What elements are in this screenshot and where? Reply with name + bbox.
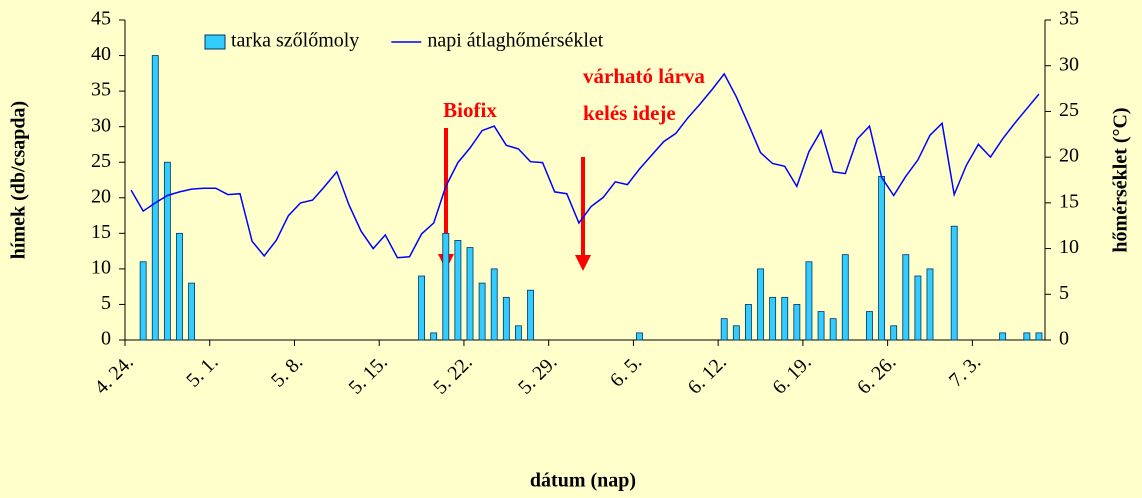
line	[130, 72, 1040, 259]
bar	[878, 176, 886, 341]
bar	[926, 268, 934, 341]
bar	[188, 282, 196, 341]
bar	[805, 261, 813, 341]
x-axis-title: dátum (nap)	[530, 470, 636, 492]
bar	[914, 275, 922, 341]
annotation: Biofix	[443, 98, 497, 122]
bar	[636, 332, 643, 341]
legend-label: napi átlaghőmérséklet	[427, 30, 603, 52]
x-tick-label: 5. 29.	[514, 351, 561, 398]
legend-swatch	[204, 34, 226, 50]
bar	[757, 268, 764, 341]
bar	[744, 304, 752, 341]
bar	[829, 318, 837, 341]
bar	[466, 247, 474, 341]
bar	[732, 325, 740, 341]
x-tick-label: 6. 12.	[684, 351, 731, 398]
y-tick-label: 40	[91, 43, 111, 65]
bar	[514, 325, 522, 341]
bar	[841, 254, 849, 341]
bar	[502, 296, 510, 341]
bar	[163, 161, 171, 341]
bar	[769, 296, 777, 341]
bar	[490, 268, 498, 341]
y2-tick-label: 20	[1059, 145, 1079, 167]
bar	[999, 332, 1007, 341]
y-tick-label: 35	[91, 79, 111, 101]
y-axis-title: hímek (db/csapda)	[8, 101, 30, 259]
x-tick-label: 5. 8.	[267, 351, 307, 391]
bar	[902, 254, 910, 341]
bar	[890, 325, 898, 341]
x-tick-label: 6. 5.	[606, 351, 646, 391]
x-tick-label: 5. 22.	[429, 351, 476, 398]
bar	[430, 332, 438, 341]
bar	[418, 275, 426, 341]
y-tick-label: 45	[91, 8, 111, 30]
y2-tick-label: 0	[1059, 328, 1069, 350]
bar	[950, 225, 958, 341]
legend-label: tarka szőlőmoly	[231, 30, 359, 52]
bar	[720, 318, 728, 341]
y2-tick-label: 35	[1059, 8, 1079, 30]
y-tick-label: 25	[91, 150, 111, 172]
x-tick-label: 6. 19.	[768, 351, 815, 398]
bar	[781, 296, 789, 341]
bar	[478, 282, 486, 341]
y2-tick-label: 5	[1059, 282, 1069, 304]
y2-tick-label: 25	[1059, 99, 1079, 121]
bar	[817, 311, 825, 341]
y2-axis-title: hőmérséklet (°C)	[1110, 107, 1132, 252]
y2-tick-label: 30	[1059, 53, 1079, 75]
annotation: várható lárva	[583, 64, 705, 88]
y-tick-label: 20	[91, 185, 111, 207]
y2-tick-label: 15	[1059, 190, 1079, 212]
arrow-head	[575, 255, 591, 271]
bar	[454, 240, 462, 341]
x-tick-label: 6. 26.	[853, 351, 900, 398]
y-tick-label: 5	[101, 292, 111, 314]
x-tick-label: 5. 15.	[345, 351, 392, 398]
bar	[866, 311, 873, 341]
y-tick-label: 10	[91, 256, 111, 278]
bar	[176, 232, 183, 341]
x-tick-label: 5. 1.	[182, 351, 222, 391]
annotation: kelés ideje	[583, 101, 676, 125]
bar	[442, 232, 450, 341]
bar	[151, 55, 159, 341]
bar	[1023, 332, 1031, 341]
bar	[1035, 332, 1043, 341]
bar	[527, 289, 534, 341]
y-tick-label: 30	[91, 114, 111, 136]
bar	[139, 261, 147, 341]
x-tick-label: 7. 3.	[945, 351, 985, 391]
y-tick-label: 15	[91, 221, 111, 243]
x-tick-label: 4. 24.	[90, 351, 137, 398]
y-tick-label: 0	[101, 328, 111, 350]
y2-tick-label: 10	[1059, 236, 1079, 258]
bar	[793, 304, 801, 341]
